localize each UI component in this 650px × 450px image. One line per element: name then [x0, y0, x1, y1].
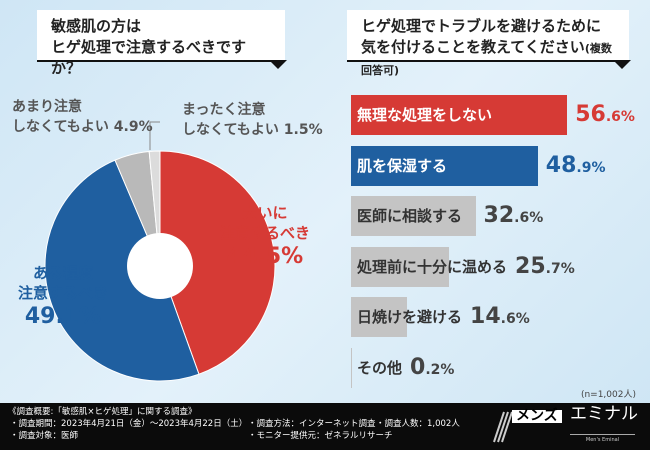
bar-value-4: 14.6%: [470, 304, 530, 330]
bar-question-note: (複数回答可): [361, 42, 612, 77]
footer-target: ・調査対象：医師: [10, 431, 79, 441]
pie-slice-0: [159, 150, 276, 375]
speech-tail: [613, 60, 631, 69]
donut-hole: [127, 233, 193, 299]
pie-question-line2: ヒゲ処理で注意するべきですか？: [51, 38, 247, 77]
survey-footer: 《調査概要:「敏感肌×ヒゲ処理」に関する調査》 ・調査期間：2023年4月21日…: [0, 403, 650, 450]
bar-4: [351, 297, 407, 338]
bar-label-4: 日焼けを避ける: [357, 308, 463, 327]
sample-size-note: (n=1,002人): [580, 390, 636, 400]
bar-value-1: 48.9%: [545, 152, 606, 178]
pie-label-slice-0: 大いに 注意するべき 44.5%: [220, 204, 311, 269]
footer-count: ・調査人数：1,002人: [376, 419, 460, 429]
footer-method: ・調査方法：インターネット調査: [248, 419, 376, 429]
bar-question-line1: ヒゲ処理でトラブルを避けるために: [361, 17, 602, 35]
footer-provider: ・モニター提供元：ゼネラルリサーチ: [248, 431, 393, 441]
bar-label-3: 処理前に十分に温める: [357, 257, 508, 276]
pie-slice-1: [44, 159, 200, 382]
bar-question-box: ヒゲ処理でトラブルを避けるために 気を付けることを教えてください(複数回答可): [347, 10, 631, 77]
pie-label-slice-3: まったく注意 しなくてもよい 1.5%: [182, 102, 323, 138]
bar-label-0: 無理な処理をしない: [357, 106, 493, 124]
bar-value-5: 0.2%: [410, 355, 455, 380]
pie-label-slice-1: ある程度 注意するべき 49.1%: [18, 264, 109, 329]
bar-3: [351, 246, 450, 287]
bar-label-1: 肌を保湿する: [357, 156, 448, 175]
footer-period: ・調査期間：2023年4月21日（金）～2023年4月22日（土）: [10, 419, 248, 429]
bar-0: [351, 95, 568, 135]
bar-label-5: その他: [357, 359, 403, 377]
leader-line: [149, 121, 160, 150]
bar-value-0: 56.6%: [575, 102, 635, 127]
bar-question-line2: 気を付けることを教えてください: [361, 38, 585, 56]
pie-question-box: 敏感肌の方は ヒゲ処理で注意するべきですか？: [37, 10, 287, 77]
bar-1: [351, 145, 538, 186]
speech-tail: [269, 60, 287, 69]
bar-5: [351, 348, 352, 388]
bar-value-2: 32.6%: [483, 203, 544, 229]
pie-label-slice-2: あまり注意 しなくてもよい 4.9%: [12, 99, 153, 135]
brand-logo: メンズ エミナル Men's Eminal: [490, 406, 640, 446]
bar-value-3: 25.7%: [515, 253, 575, 279]
pie-question-line1: 敏感肌の方は: [51, 17, 142, 35]
logo-stripes-icon: [493, 411, 512, 443]
bar-2: [351, 196, 476, 237]
footer-title: 《調査概要:「敏感肌×ヒゲ処理」に関する調査》: [8, 407, 197, 417]
bar-label-2: 医師に相談する: [357, 207, 463, 226]
